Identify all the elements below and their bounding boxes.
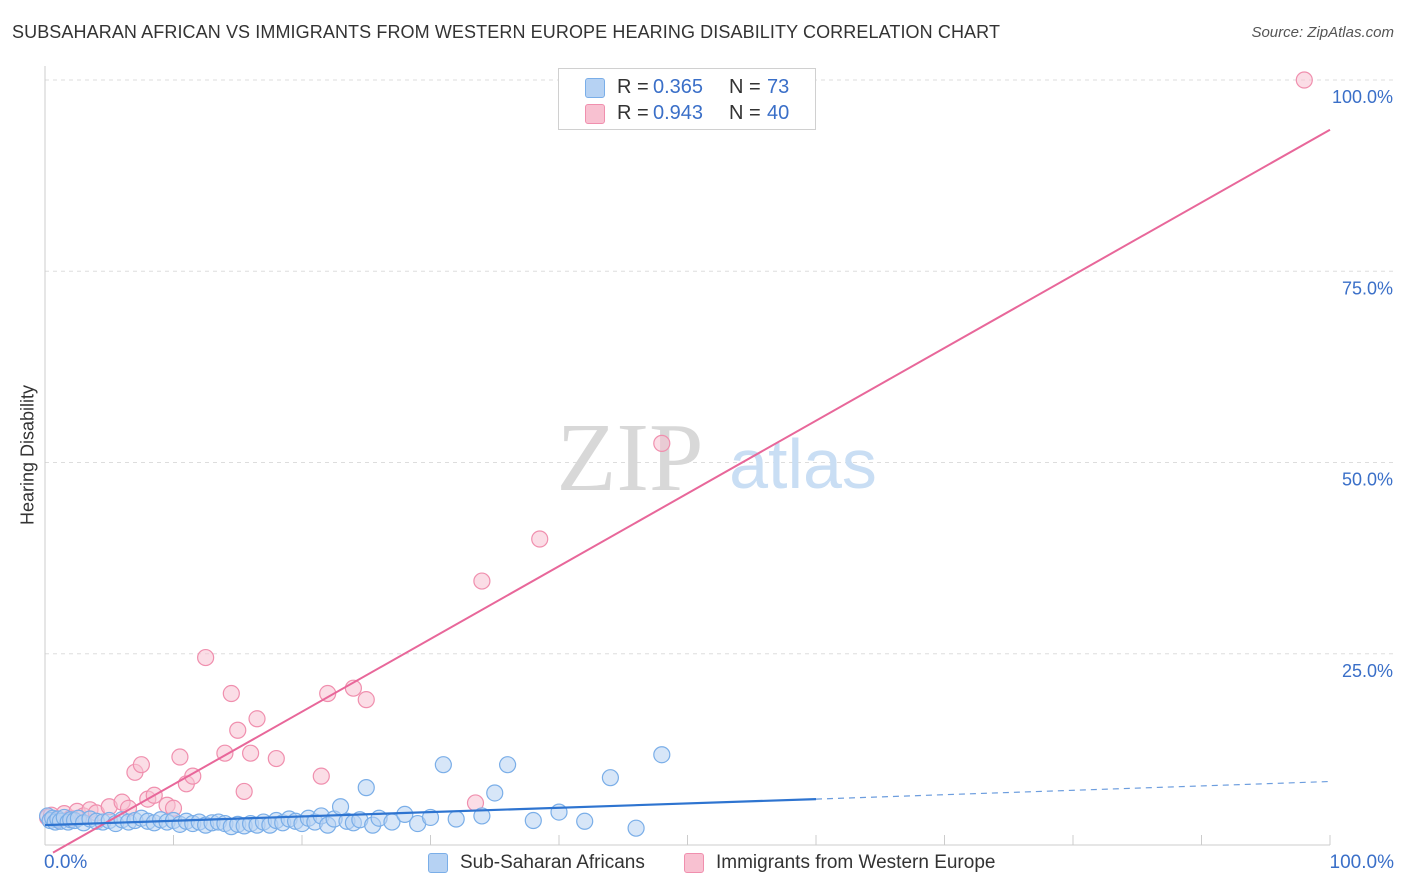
data-point-western-europe (473, 572, 491, 590)
legend-n-value: 40 (767, 102, 790, 124)
data-point-subsaharan (331, 798, 350, 816)
data-point-subsaharan (499, 756, 517, 774)
data-point-subsaharan (434, 756, 452, 774)
legend-n-label: N = (729, 76, 761, 98)
x-tick-label-max: 100.0% (1329, 852, 1394, 873)
chart-title: SUBSAHARAN AFRICAN VS IMMIGRANTS FROM WE… (12, 22, 1001, 42)
x-tick-label-min: 0.0% (44, 852, 88, 873)
legend-r-label: R = (617, 76, 649, 98)
trendline-western-europe (52, 128, 1331, 854)
data-point-western-europe (197, 648, 215, 667)
legend-swatch-pink (684, 853, 704, 873)
data-point-subsaharan (486, 784, 504, 802)
axes (44, 66, 1330, 846)
legend-item-label: Immigrants from Western Europe (716, 852, 996, 873)
data-point-subsaharan (447, 810, 465, 828)
correlation-legend: R = 0.365 N = 73 R = 0.943 N = 40 (558, 68, 816, 130)
data-point-subsaharan (421, 808, 440, 827)
data-point-western-europe (242, 744, 260, 762)
data-point-western-europe (1295, 71, 1313, 89)
data-point-subsaharan (396, 805, 414, 824)
data-point-subsaharan (627, 819, 645, 837)
legend-r-label: R = (617, 102, 649, 124)
data-point-western-europe (229, 721, 247, 739)
data-point-western-europe (132, 756, 150, 774)
y-axis-title: Hearing Disability (17, 384, 38, 526)
legend-r-value: 0.943 (653, 102, 704, 124)
trendline-subsaharan (44, 798, 817, 827)
legend-swatch-blue (585, 78, 605, 98)
data-point-subsaharan (357, 779, 375, 797)
grid-lines (45, 79, 1395, 845)
legend-swatch-blue (428, 853, 448, 873)
data-point-western-europe (531, 530, 549, 548)
chart-source: Source: ZipAtlas.com (1251, 24, 1394, 41)
data-point-western-europe (235, 782, 253, 801)
y-tick-labels: 25.0% 50.0% 75.0% 100.0% (1332, 87, 1393, 681)
data-point-subsaharan (653, 746, 671, 764)
data-point-western-europe (222, 684, 240, 703)
data-point-western-europe (248, 710, 266, 728)
data-point-subsaharan (576, 812, 594, 830)
data-point-subsaharan (473, 807, 491, 825)
y-tick-label: 50.0% (1342, 470, 1393, 490)
legend-r-value: 0.365 (653, 76, 704, 98)
watermark-atlas: atlas (729, 425, 877, 503)
legend-swatch-pink (585, 104, 605, 124)
series-legend: Sub-Saharan Africans Immigrants from Wes… (0, 852, 1406, 880)
watermark: ZIP atlas (557, 404, 877, 512)
data-point-western-europe (357, 691, 375, 709)
trendline-subsaharan-extension (815, 780, 1331, 800)
data-point-western-europe (267, 749, 285, 768)
data-point-western-europe (653, 434, 671, 452)
y-tick-label: 25.0% (1342, 661, 1393, 681)
legend-item-label: Sub-Saharan Africans (460, 852, 645, 873)
trendlines (44, 128, 1331, 854)
y-tick-label: 100.0% (1332, 87, 1393, 107)
y-tick-label: 75.0% (1342, 278, 1393, 298)
legend-n-label: N = (729, 102, 761, 124)
data-point-western-europe (312, 767, 330, 785)
data-point-subsaharan (601, 769, 620, 787)
legend-n-value: 73 (767, 76, 790, 98)
data-point-western-europe (171, 748, 189, 766)
watermark-zip: ZIP (557, 404, 704, 512)
data-point-subsaharan (524, 811, 542, 830)
